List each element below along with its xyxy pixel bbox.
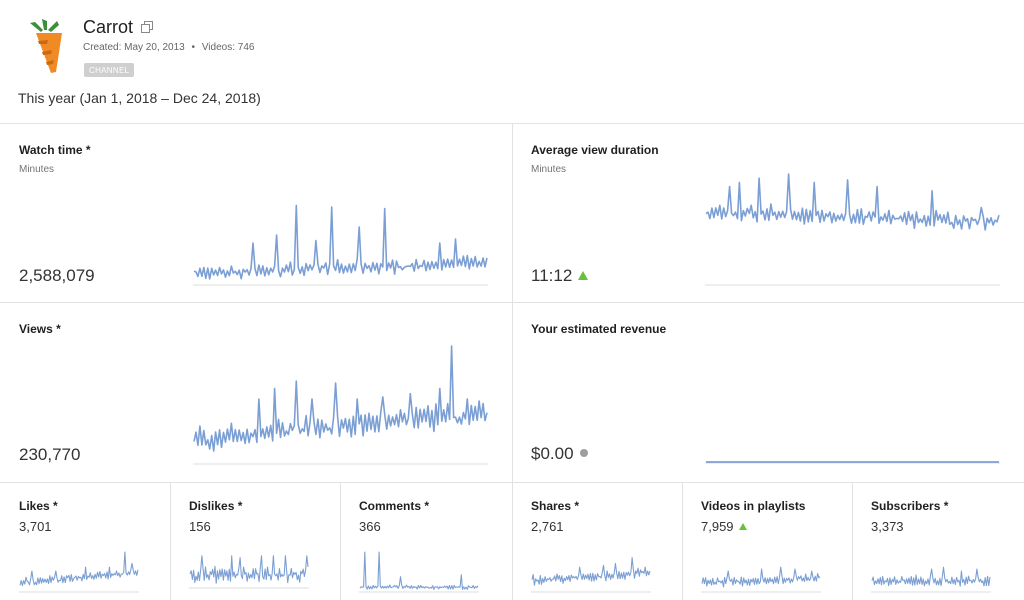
playlists-value: 7,959: [701, 519, 747, 534]
views-value: 230,770: [19, 445, 81, 464]
watch-time-value: 2,588,079: [19, 266, 95, 285]
card-title: Your estimated revenue: [531, 322, 667, 336]
divider: [170, 483, 171, 600]
likes-value: 3,701: [19, 519, 52, 534]
divider: [0, 123, 1024, 124]
card-title: Views *: [19, 322, 61, 336]
divider: [512, 124, 513, 600]
card-title: Subscribers *: [871, 499, 949, 513]
card-title: Likes *: [19, 499, 58, 513]
card-unit: Minutes: [531, 164, 567, 175]
playlists-sparkline: [701, 566, 821, 593]
likes-sparkline: [19, 551, 139, 593]
card-title: Dislikes *: [189, 499, 243, 513]
neutral-dot-icon: [579, 449, 588, 457]
shares-sparkline: [531, 557, 651, 593]
created-date: Created: May 20, 2013: [83, 42, 185, 53]
channel-header: Carrot Created: May 20, 2013 • Videos: 7…: [0, 0, 1024, 124]
divider: [340, 483, 341, 600]
card-title: Comments *: [359, 499, 430, 513]
divider: [682, 483, 683, 600]
dislikes-sparkline: [189, 555, 309, 589]
carrot-logo: [30, 19, 62, 73]
channel-meta: Created: May 20, 2013 • Videos: 746: [83, 42, 254, 53]
comments-sparkline: [359, 551, 479, 593]
subscribers-value: 3,373: [871, 519, 904, 534]
dislikes-value: 156: [189, 519, 211, 534]
watch-time-sparkline: [193, 204, 488, 286]
avg-duration-sparkline: [705, 173, 1000, 286]
subscribers-sparkline: [871, 566, 991, 593]
revenue-text: $0.00: [531, 444, 574, 463]
external-link-icon[interactable]: [141, 21, 153, 33]
revenue-sparkline: [705, 461, 1000, 464]
playlists-text: 7,959: [701, 519, 734, 534]
avg-duration-value: 11:12: [531, 266, 589, 286]
meta-separator: •: [191, 42, 196, 53]
card-title: Watch time *: [19, 143, 91, 157]
divider: [852, 483, 853, 600]
avg-duration-text: 11:12: [531, 266, 573, 285]
trend-up-icon: [578, 271, 589, 280]
card-title: Videos in playlists: [701, 499, 806, 513]
comments-value: 366: [359, 519, 381, 534]
card-unit: Minutes: [19, 164, 55, 175]
channel-badge: CHANNEL: [84, 63, 135, 77]
card-title: Shares *: [531, 499, 580, 513]
views-sparkline: [193, 345, 488, 465]
date-range: This year (Jan 1, 2018 – Dec 24, 2018): [18, 90, 261, 106]
shares-value: 2,761: [531, 519, 564, 534]
revenue-value: $0.00: [531, 444, 588, 464]
card-title: Average view duration: [531, 143, 659, 157]
trend-up-icon: [738, 523, 747, 530]
video-count: Videos: 746: [201, 42, 255, 53]
channel-name[interactable]: Carrot: [83, 17, 134, 37]
